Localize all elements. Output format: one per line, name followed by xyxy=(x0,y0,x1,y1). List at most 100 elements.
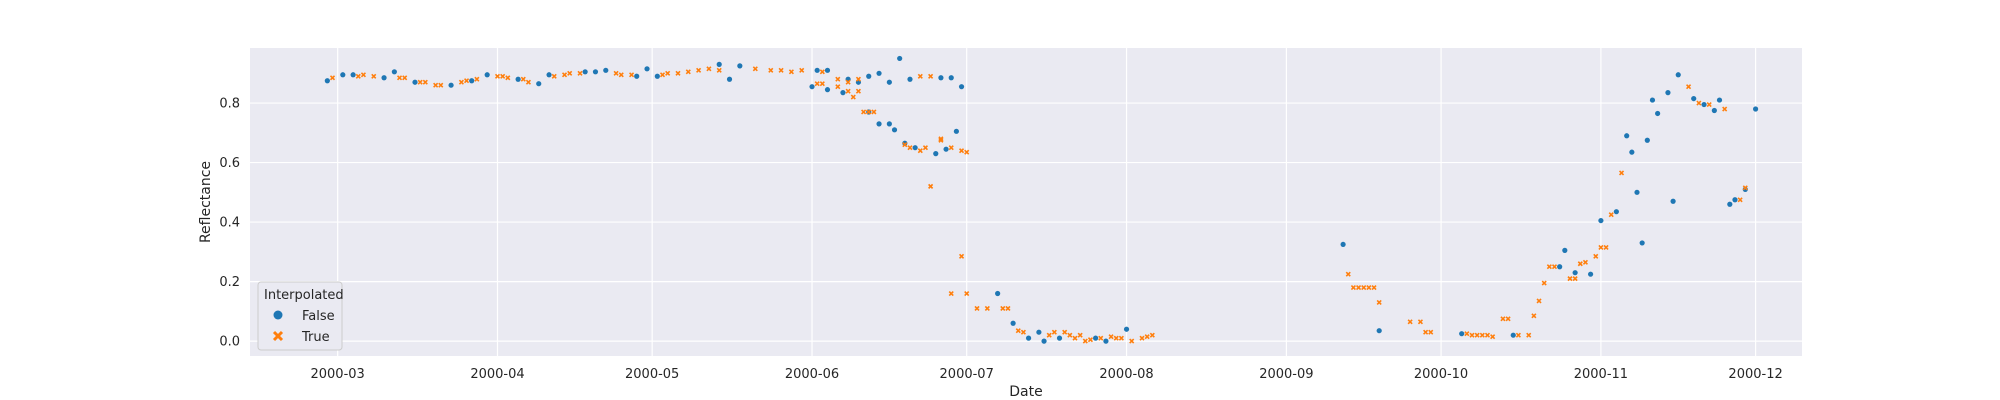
point-interpolated-true xyxy=(1062,329,1068,335)
point-interpolated-false xyxy=(1716,97,1723,103)
point-interpolated-true xyxy=(917,73,923,79)
point-interpolated-true xyxy=(422,79,428,85)
point-interpolated-false xyxy=(876,70,882,76)
point-interpolated-true xyxy=(1005,305,1011,311)
point-interpolated-true xyxy=(938,136,944,142)
point-interpolated-true xyxy=(964,149,970,155)
point-interpolated-true xyxy=(433,82,439,88)
point-interpolated-false xyxy=(886,79,892,85)
point-interpolated-true xyxy=(1356,284,1362,291)
point-interpolated-true xyxy=(964,290,970,297)
point-interpolated-false xyxy=(654,73,660,79)
point-interpolated-false xyxy=(1701,101,1707,108)
point-interpolated-true xyxy=(1464,331,1470,337)
point-interpolated-false xyxy=(515,76,521,82)
point-interpolated-false xyxy=(897,55,903,62)
point-interpolated-true xyxy=(1696,100,1702,106)
point-interpolated-true xyxy=(1505,316,1511,322)
point-interpolated-true xyxy=(855,88,861,94)
point-interpolated-true xyxy=(458,79,464,85)
point-interpolated-true xyxy=(1603,244,1609,250)
point-interpolated-true xyxy=(1118,335,1124,341)
point-interpolated-false xyxy=(1675,72,1681,78)
point-interpolated-true xyxy=(778,67,784,73)
point-interpolated-false xyxy=(840,90,846,96)
point-interpolated-true xyxy=(1742,185,1748,191)
legend-label-false: False xyxy=(302,309,335,324)
point-interpolated-true xyxy=(850,94,856,100)
point-interpolated-true xyxy=(855,76,861,82)
x-gridlines xyxy=(337,48,1757,356)
point-interpolated-true xyxy=(1484,332,1491,338)
point-interpolated-true xyxy=(561,72,568,78)
point-interpolated-true xyxy=(835,84,841,90)
x-tick-label: 2000-12 xyxy=(1728,367,1782,382)
point-interpolated-true xyxy=(1428,329,1434,335)
point-interpolated-false xyxy=(814,67,820,73)
point-interpolated-true xyxy=(1500,316,1506,322)
x-tick-label: 2000-10 xyxy=(1414,367,1468,382)
point-interpolated-true xyxy=(1366,284,1372,291)
point-interpolated-true xyxy=(788,69,794,75)
y-tick-label: 0.4 xyxy=(219,216,240,231)
point-interpolated-true xyxy=(551,73,557,79)
point-interpolated-true xyxy=(1046,332,1052,338)
point-interpolated-false xyxy=(469,78,475,84)
point-interpolated-true xyxy=(628,72,635,78)
point-interpolated-true xyxy=(1000,305,1006,311)
x-tick-label: 2000-07 xyxy=(940,367,994,382)
point-interpolated-false xyxy=(1510,332,1516,338)
point-interpolated-true xyxy=(1608,212,1614,218)
point-interpolated-true xyxy=(1490,334,1496,340)
point-interpolated-true xyxy=(1015,328,1021,334)
point-interpolated-true xyxy=(1722,106,1728,112)
point-interpolated-true xyxy=(685,69,691,75)
point-interpolated-true xyxy=(1593,253,1599,259)
point-interpolated-true xyxy=(1618,170,1625,176)
point-interpolated-true xyxy=(768,67,774,73)
point-interpolated-false xyxy=(1562,247,1568,253)
point-interpolated-true xyxy=(613,70,619,76)
point-interpolated-false xyxy=(1587,271,1594,277)
point-interpolated-true xyxy=(1706,101,1712,108)
point-interpolated-true xyxy=(835,76,841,82)
x-tick-label: 2000-09 xyxy=(1259,367,1313,382)
point-interpolated-false xyxy=(546,72,552,78)
legend-title: Interpolated xyxy=(264,288,344,303)
point-interpolated-true xyxy=(1139,335,1145,341)
point-interpolated-true xyxy=(396,75,403,81)
point-interpolated-false xyxy=(324,78,330,84)
point-interpolated-true xyxy=(1072,335,1078,341)
point-interpolated-true xyxy=(716,67,722,73)
point-interpolated-false xyxy=(958,84,965,90)
point-interpolated-true xyxy=(845,88,851,94)
point-interpolated-true xyxy=(329,75,336,81)
point-interpolated-true xyxy=(1067,332,1073,338)
point-interpolated-true xyxy=(938,137,944,143)
point-interpolated-false xyxy=(1624,133,1630,139)
point-interpolated-false xyxy=(1732,197,1738,203)
point-interpolated-true xyxy=(1376,299,1382,306)
point-interpolated-true xyxy=(1350,284,1356,291)
point-interpolated-false xyxy=(1711,107,1717,114)
point-interpolated-true xyxy=(371,73,377,79)
point-interpolated-true xyxy=(1567,276,1573,282)
point-interpolated-false xyxy=(592,69,599,75)
point-interpolated-false xyxy=(1752,106,1759,112)
y-axis-title: Reflectance xyxy=(198,161,214,243)
legend-marker-true xyxy=(272,330,284,342)
point-interpolated-true xyxy=(814,81,820,87)
point-interpolated-false xyxy=(1665,90,1671,96)
point-interpolated-false xyxy=(1629,149,1635,155)
point-interpolated-false xyxy=(1598,217,1604,224)
point-interpolated-false xyxy=(1644,137,1650,143)
point-interpolated-true xyxy=(1113,335,1119,341)
point-interpolated-true xyxy=(1526,332,1532,338)
point-interpolated-false xyxy=(536,81,542,87)
point-interpolated-false xyxy=(1041,338,1047,344)
x-axis-title: Date xyxy=(1009,384,1042,400)
point-interpolated-true xyxy=(1144,334,1150,340)
point-interpolated-true xyxy=(505,75,511,81)
point-interpolated-true xyxy=(1546,264,1552,270)
